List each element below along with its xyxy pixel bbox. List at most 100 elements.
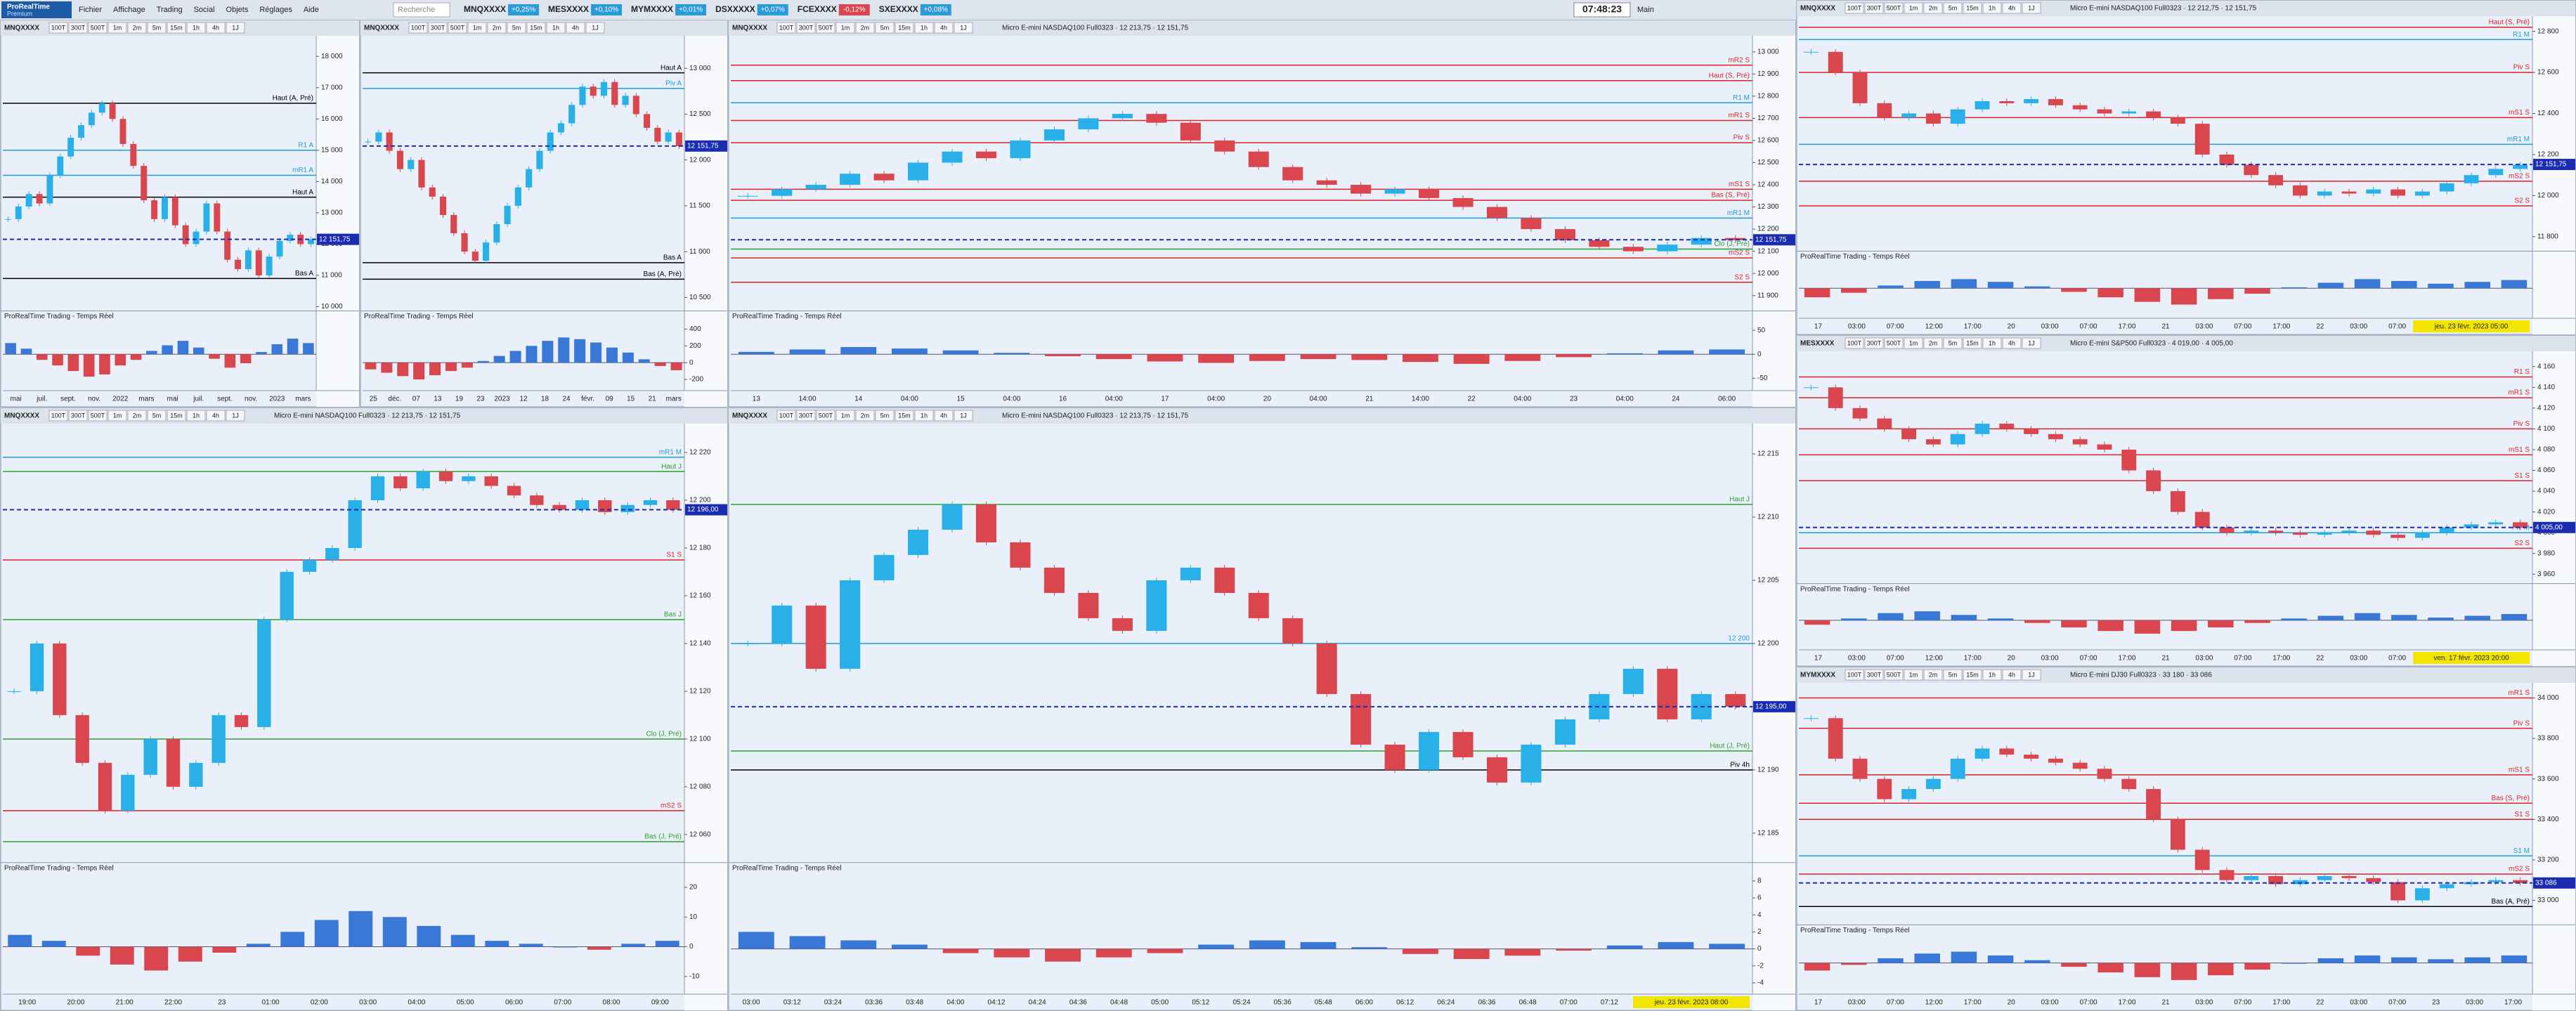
timeframe-label[interactable]: 15m bbox=[1966, 4, 1979, 11]
timeframe-label[interactable]: 4h bbox=[2008, 671, 2015, 678]
timeframe-button[interactable] bbox=[895, 410, 914, 422]
ticker-name[interactable]: SXEXXXX bbox=[879, 4, 918, 14]
timeframe-label[interactable]: 300T bbox=[431, 24, 445, 31]
timeframe-label[interactable]: 500T bbox=[91, 412, 105, 419]
timeframe-button[interactable] bbox=[147, 410, 167, 422]
timeframe-label[interactable]: 500T bbox=[819, 24, 833, 31]
timeframe-button[interactable] bbox=[875, 410, 895, 422]
timeframe-label[interactable]: 2m bbox=[861, 412, 870, 419]
timeframe-button[interactable] bbox=[2022, 337, 2041, 349]
timeframe-button[interactable] bbox=[914, 410, 934, 422]
menu-item[interactable]: Objets bbox=[226, 6, 249, 14]
menu-item[interactable]: Fichier bbox=[79, 6, 102, 14]
timeframe-label[interactable]: 300T bbox=[799, 24, 814, 31]
timeframe-button[interactable] bbox=[108, 22, 127, 34]
timeframe-label[interactable]: 4h bbox=[940, 24, 947, 31]
timeframe-button[interactable] bbox=[875, 22, 895, 34]
timeframe-button[interactable] bbox=[108, 410, 127, 422]
timeframe-button[interactable] bbox=[934, 22, 954, 34]
timeframe-button[interactable] bbox=[776, 22, 796, 34]
timeframe-button[interactable] bbox=[2022, 669, 2041, 681]
timeframe-label[interactable]: 100T bbox=[1847, 339, 1862, 346]
timeframe-button[interactable] bbox=[796, 410, 816, 422]
timeframe-button[interactable] bbox=[1923, 669, 1943, 681]
timeframe-label[interactable]: 1h bbox=[921, 24, 928, 31]
timeframe-label[interactable]: 100T bbox=[1847, 671, 1862, 678]
timeframe-label[interactable]: 1h bbox=[193, 24, 200, 31]
timeframe-button[interactable] bbox=[954, 410, 973, 422]
timeframe-label[interactable]: 4h bbox=[940, 412, 947, 419]
timeframe-button[interactable] bbox=[48, 22, 68, 34]
search-placeholder[interactable]: Recherche bbox=[398, 6, 435, 14]
menu-item[interactable]: Trading bbox=[157, 6, 183, 14]
timeframe-button[interactable] bbox=[2002, 337, 2022, 349]
timeframe-button[interactable] bbox=[226, 410, 245, 422]
timeframe-button[interactable] bbox=[88, 22, 108, 34]
timeframe-label[interactable]: 2m bbox=[1929, 4, 1938, 11]
timeframe-button[interactable] bbox=[428, 22, 448, 34]
timeframe-button[interactable] bbox=[448, 22, 467, 34]
timeframe-label[interactable]: 1h bbox=[1989, 671, 1996, 678]
timeframe-label[interactable]: 1m bbox=[841, 412, 850, 419]
timeframe-label[interactable]: 300T bbox=[1867, 339, 1882, 346]
timeframe-label[interactable]: 4h bbox=[572, 24, 579, 31]
timeframe-button[interactable] bbox=[1904, 2, 1923, 14]
timeframe-label[interactable]: 500T bbox=[819, 412, 833, 419]
timeframe-label[interactable]: 15m bbox=[1966, 339, 1979, 346]
ticker-name[interactable]: MNQXXXX bbox=[464, 4, 506, 14]
timeframe-button[interactable] bbox=[206, 410, 226, 422]
panel-symbol[interactable]: MNQXXXX bbox=[1800, 5, 1835, 13]
timeframe-button[interactable] bbox=[88, 410, 108, 422]
ticker-name[interactable]: FCEXXXX bbox=[798, 4, 837, 14]
menu-item[interactable]: Affichage bbox=[113, 6, 145, 14]
timeframe-label[interactable]: 4h bbox=[2008, 4, 2015, 11]
timeframe-label[interactable]: 100T bbox=[779, 24, 794, 31]
timeframe-button[interactable] bbox=[585, 22, 605, 34]
timeframe-label[interactable]: 1m bbox=[113, 412, 122, 419]
timeframe-label[interactable]: 5m bbox=[1949, 4, 1958, 11]
timeframe-label[interactable]: 2m bbox=[133, 412, 142, 419]
timeframe-button[interactable] bbox=[1982, 669, 2002, 681]
timeframe-label[interactable]: 500T bbox=[450, 24, 465, 31]
timeframe-label[interactable]: 500T bbox=[1887, 671, 1901, 678]
timeframe-button[interactable] bbox=[167, 22, 186, 34]
timeframe-button[interactable] bbox=[1963, 2, 1982, 14]
timeframe-button[interactable] bbox=[1845, 669, 1864, 681]
timeframe-label[interactable]: 300T bbox=[1867, 671, 1882, 678]
timeframe-button[interactable] bbox=[566, 22, 585, 34]
timeframe-button[interactable] bbox=[507, 22, 526, 34]
timeframe-label[interactable]: 4h bbox=[2008, 339, 2015, 346]
timeframe-button[interactable] bbox=[186, 22, 206, 34]
timeframe-button[interactable] bbox=[2002, 669, 2022, 681]
timeframe-label[interactable]: 5m bbox=[152, 412, 162, 419]
timeframe-label[interactable]: 1J bbox=[592, 24, 599, 31]
timeframe-button[interactable] bbox=[1864, 337, 1884, 349]
timeframe-button[interactable] bbox=[127, 410, 147, 422]
timeframe-label[interactable]: 500T bbox=[91, 24, 105, 31]
timeframe-label[interactable]: 2m bbox=[133, 24, 142, 31]
timeframe-button[interactable] bbox=[1923, 2, 1943, 14]
timeframe-button[interactable] bbox=[1845, 2, 1864, 14]
timeframe-label[interactable]: 15m bbox=[530, 24, 542, 31]
timeframe-label[interactable]: 5m bbox=[1949, 339, 1958, 346]
timeframe-label[interactable]: 1J bbox=[232, 412, 239, 419]
timeframe-button[interactable] bbox=[467, 22, 487, 34]
timeframe-label[interactable]: 2m bbox=[1929, 339, 1938, 346]
timeframe-button[interactable] bbox=[1864, 2, 1884, 14]
timeframe-button[interactable] bbox=[206, 22, 226, 34]
timeframe-button[interactable] bbox=[1904, 337, 1923, 349]
timeframe-label[interactable]: 5m bbox=[1949, 671, 1958, 678]
timeframe-label[interactable]: 1h bbox=[921, 412, 928, 419]
timeframe-label[interactable]: 1h bbox=[1989, 339, 1996, 346]
menu-item[interactable]: Aide bbox=[304, 6, 319, 14]
timeframe-label[interactable]: 1J bbox=[960, 24, 967, 31]
timeframe-label[interactable]: 1J bbox=[2028, 671, 2035, 678]
timeframe-label[interactable]: 100T bbox=[1847, 4, 1862, 11]
timeframe-label[interactable]: 300T bbox=[799, 412, 814, 419]
timeframe-button[interactable] bbox=[1884, 2, 1904, 14]
timeframe-button[interactable] bbox=[408, 22, 428, 34]
menu-item[interactable]: Social bbox=[194, 6, 215, 14]
timeframe-button[interactable] bbox=[835, 22, 855, 34]
timeframe-button[interactable] bbox=[127, 22, 147, 34]
timeframe-label[interactable]: 1J bbox=[960, 412, 967, 419]
